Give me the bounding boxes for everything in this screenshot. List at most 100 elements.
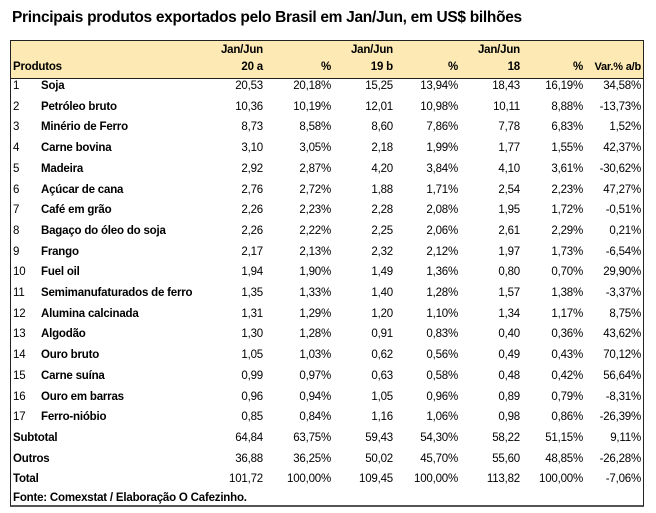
value-cell: 1,55%: [551, 142, 583, 155]
value-cell: 1,90%: [299, 266, 331, 279]
product-name: Carne bovina: [41, 142, 112, 155]
product-name: Ouro em barras: [41, 390, 124, 403]
value-cell: 1,99%: [426, 142, 458, 155]
value-cell: -7,06%: [605, 473, 641, 486]
value-cell: 2,08%: [426, 204, 458, 217]
row-number: 17: [13, 411, 26, 424]
value-cell: 0,97%: [299, 369, 331, 382]
table-row: 11 Semimanufaturados de ferro 1,35 1,33% 1,4…: [11, 285, 643, 306]
value-cell: 1,05: [371, 390, 393, 403]
row-number: 7: [13, 204, 20, 217]
table-row: 4 Carne bovina 3,10 3,05% 2,18 1,99% 1,77 1,55%…: [11, 140, 643, 161]
value-cell: -30,62%: [599, 162, 642, 175]
header-col-6-bottom: Var.% a/b: [594, 61, 641, 73]
product-name: Algodão: [41, 328, 86, 341]
source-note: Fonte: Comexstat / Elaboração O Cafezinh…: [13, 492, 247, 504]
value-cell: 113,82: [486, 473, 520, 486]
row-number: 15: [13, 369, 26, 382]
value-cell: 2,76: [241, 183, 263, 196]
value-cell: 1,34: [498, 307, 520, 320]
summary-row: Total 101,72 100,00% 109,45 100,00% 113,82 100…: [11, 471, 643, 492]
value-cell: 1,30: [241, 328, 263, 341]
row-number: 4: [13, 142, 20, 155]
value-cell: 10,11: [493, 100, 520, 113]
table-row: 14 Ouro bruto 1,05 1,03% 0,62 0,56% 0,49 0,43% 7…: [11, 347, 643, 368]
value-cell: 1,16: [371, 411, 393, 424]
value-cell: 4,10: [498, 162, 520, 175]
table-row: 5 Madeira 2,92 2,87% 4,20 3,84% 4,10 3,61% -30,6…: [11, 161, 643, 182]
value-cell: 2,72%: [299, 183, 331, 196]
row-number: 8: [13, 224, 20, 237]
product-name: Açúcar de cana: [41, 183, 124, 196]
value-cell: -13,73%: [599, 100, 642, 113]
value-cell: -26,28%: [599, 452, 642, 465]
value-cell: 20,18%: [293, 80, 331, 92]
value-cell: 3,10: [241, 142, 263, 155]
table-row: 3 Minério de Ferro 8,73 8,58% 8,60 7,86% 7,78 6…: [11, 119, 643, 140]
value-cell: 109,45: [359, 473, 393, 486]
value-cell: 1,05: [241, 349, 263, 362]
row-number: 6: [13, 183, 20, 196]
value-cell: -8,31%: [605, 390, 641, 403]
value-cell: 2,26: [241, 204, 263, 217]
value-cell: 1,52%: [609, 121, 641, 134]
value-cell: 1,20: [371, 307, 393, 320]
value-cell: 0,96%: [426, 390, 458, 403]
table-row: 16 Ouro em barras 0,96 0,94% 1,05 0,96% 0,89 0,…: [11, 389, 643, 410]
value-cell: 51,15%: [545, 431, 583, 444]
value-cell: 54,30%: [420, 431, 458, 444]
value-cell: 1,17%: [551, 307, 583, 320]
value-cell: 45,70%: [420, 452, 458, 465]
value-cell: 0,83%: [426, 328, 458, 341]
exports-table: Produtos Jan/Jun 20 a% Jan/Jun 19 b% Jan/Jun…: [10, 40, 644, 507]
product-name: Ferro-nióbio: [41, 411, 107, 424]
header-col-4-bottom: 18: [507, 61, 521, 73]
value-cell: 0,96: [241, 390, 263, 403]
header-col-5-bottom: %: [572, 61, 583, 73]
table-title: Principais produtos exportados pelo Bras…: [12, 9, 522, 26]
value-cell: 1,94: [241, 266, 263, 279]
value-cell: 0,62: [371, 349, 393, 362]
value-cell: 34,58%: [603, 80, 641, 92]
table-row: 6 Açúcar de cana 2,76 2,72% 1,88 1,71% 2,54 2,2…: [11, 182, 643, 203]
value-cell: 2,23%: [299, 204, 331, 217]
value-cell: 1,77: [498, 142, 520, 155]
value-cell: -6,54%: [605, 245, 641, 258]
value-cell: 16,19%: [545, 80, 583, 92]
product-name: Subtotal: [13, 431, 58, 444]
product-name: Carne suína: [41, 369, 105, 382]
value-cell: 101,72: [229, 473, 263, 486]
value-cell: 0,94%: [299, 390, 331, 403]
value-cell: 8,88%: [551, 100, 583, 113]
value-cell: 10,36: [235, 100, 263, 113]
value-cell: 1,03%: [299, 349, 331, 362]
value-cell: 0,43%: [551, 349, 583, 362]
product-name: Frango: [41, 245, 79, 258]
table-row: 2 Petróleo bruto 10,36 10,19% 12,01 10,98% 10,…: [11, 99, 643, 120]
value-cell: 59,43: [365, 431, 393, 444]
value-cell: 12,01: [365, 100, 393, 113]
table-row: 17 Ferro-nióbio 0,85 0,84% 1,16 1,06% 0,98 0,86…: [11, 409, 643, 430]
value-cell: 1,28%: [426, 287, 458, 299]
product-name: Fuel oil: [41, 266, 80, 279]
value-cell: 2,23%: [551, 183, 583, 196]
value-cell: 2,25: [371, 224, 393, 237]
row-number: 3: [13, 121, 20, 134]
value-cell: 2,32: [371, 245, 393, 258]
value-cell: 2,17: [241, 245, 263, 258]
row-number: 11: [13, 287, 25, 299]
table-row: 8 Bagaço do óleo do soja 2,26 2,22% 2,25 2,06…: [11, 223, 643, 244]
value-cell: 63,75%: [293, 431, 331, 444]
value-cell: 48,85%: [545, 452, 583, 465]
table-row: 10 Fuel oil 1,94 1,90% 1,49 1,36% 0,80 0,70% 29,…: [11, 264, 643, 285]
table-row: 13 Algodão 1,30 1,28% 0,91 0,83% 0,40 0,36% 43,6…: [11, 326, 643, 347]
value-cell: 15,25: [365, 80, 393, 92]
value-cell: 2,29%: [551, 224, 583, 237]
value-cell: 0,89: [498, 390, 520, 403]
product-name: Alumina calcinada: [41, 307, 139, 320]
value-cell: 0,36%: [551, 328, 583, 341]
value-cell: 1,29%: [299, 307, 331, 320]
value-cell: 70,12%: [603, 349, 641, 362]
value-cell: 3,61%: [551, 162, 583, 175]
value-cell: 2,06%: [426, 224, 458, 237]
